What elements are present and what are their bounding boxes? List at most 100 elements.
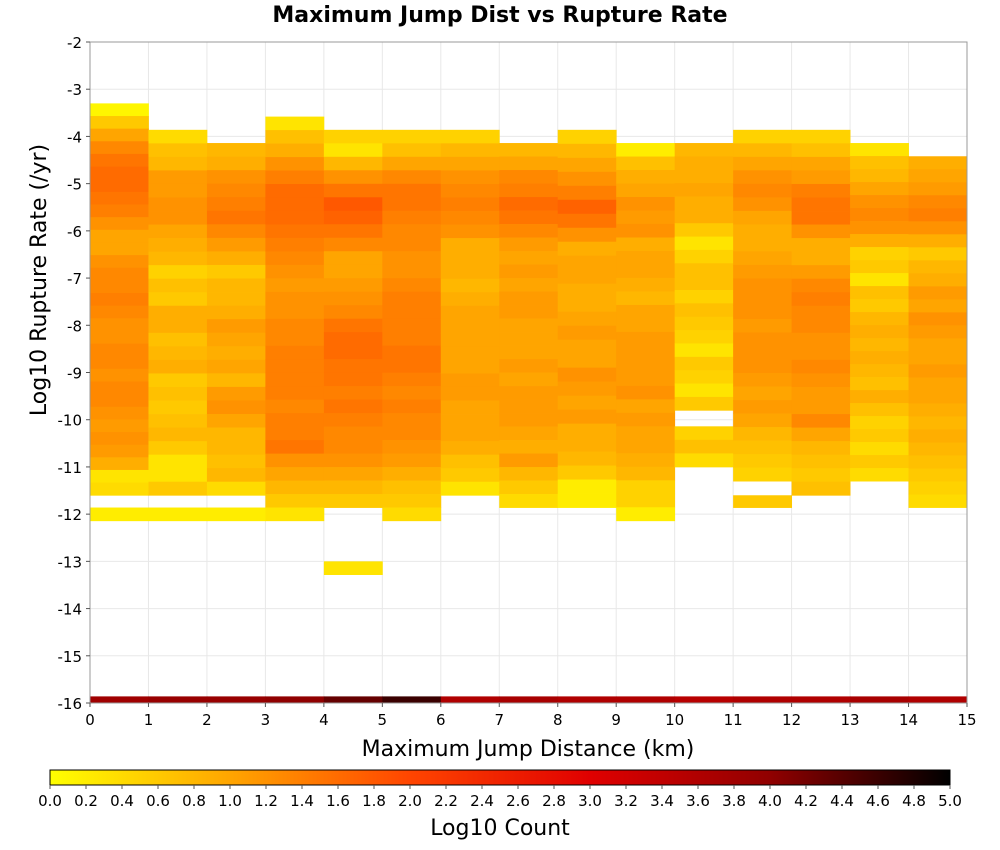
heatmap-cell: [440, 211, 500, 225]
heatmap-cell: [908, 351, 968, 365]
heatmap-cell: [323, 413, 383, 427]
heatmap-cell: [791, 305, 851, 320]
heatmap-cell: [323, 345, 383, 360]
heatmap-cell: [791, 211, 851, 225]
heatmap-cell: [674, 396, 734, 411]
heatmap-cell: [733, 291, 792, 306]
heatmap-cell: [733, 318, 792, 333]
heatmap-cell: [265, 494, 325, 508]
colorbar-tick-label: 1.0: [218, 792, 242, 810]
heatmap-cell: [148, 441, 208, 456]
heatmap-cell: [674, 249, 734, 264]
heatmap-cell: [674, 290, 734, 304]
heatmap-cell: [148, 211, 208, 225]
heatmap-cell: [908, 273, 968, 287]
heatmap-cell: [791, 265, 851, 280]
heatmap-cell: [850, 143, 909, 157]
heatmap-cell: [850, 247, 909, 261]
heatmap-cell: [791, 292, 851, 307]
heatmap-cell: [616, 372, 676, 387]
colorbar-tick-label: 1.6: [326, 792, 350, 810]
heatmap-cell: [90, 381, 149, 395]
heatmap-cell: [323, 224, 383, 239]
heatmap-cell: [382, 224, 442, 239]
heatmap-cell: [148, 696, 208, 703]
heatmap-cell: [206, 346, 266, 361]
x-tick-label: 7: [494, 711, 504, 729]
heatmap-cell: [616, 237, 676, 252]
heatmap-cell: [674, 276, 734, 291]
heatmap-cell: [616, 399, 676, 414]
heatmap-cell: [148, 170, 208, 185]
heatmap-cell: [674, 156, 734, 171]
heatmap-cell: [499, 251, 559, 265]
colorbar-tick-label: 2.2: [434, 792, 458, 810]
heatmap-cell: [733, 427, 792, 441]
heatmap-cell: [850, 351, 909, 365]
heatmap-cell: [148, 292, 208, 307]
heatmap-cell: [148, 481, 208, 496]
heatmap-cell: [908, 403, 968, 417]
heatmap-cell: [440, 373, 500, 388]
heatmap-cell: [557, 157, 617, 173]
heatmap-cell: [908, 377, 968, 391]
heatmap-cell: [323, 305, 383, 320]
heatmap-cell: [382, 156, 442, 171]
heatmap-cell: [323, 264, 383, 279]
heatmap-cell: [206, 237, 266, 252]
x-tick-label: 3: [261, 711, 271, 729]
heatmap-cell: [206, 170, 266, 185]
y-axis-ticks: -2 -3 -4 -5 -6 -7 -8 -9 -10 -11 -12 -13 -14 -15 -16: [58, 34, 90, 713]
heatmap-cell: [382, 197, 442, 212]
heatmap-cell: [616, 318, 676, 333]
heatmap-cell: [499, 386, 559, 400]
y-tick-label: -15: [58, 648, 83, 666]
heatmap-cell: [323, 318, 383, 333]
heatmap-cell: [616, 156, 676, 171]
x-tick-label: 15: [957, 711, 976, 729]
heatmap-cell: [908, 364, 968, 378]
heatmap-cell: [850, 312, 909, 326]
heatmap-cell: [90, 444, 149, 458]
heatmap-cell: [90, 507, 149, 522]
heatmap-cell: [265, 399, 325, 414]
heatmap-cell: [850, 156, 909, 170]
heatmap-cell: [265, 210, 325, 225]
heatmap-cell: [206, 696, 266, 703]
heatmap-cell: [206, 319, 266, 334]
heatmap-cell: [733, 264, 792, 279]
heatmap-cell: [206, 156, 266, 171]
heatmap-cell: [674, 453, 734, 468]
heatmap-cell: [323, 426, 383, 441]
heatmap-cell: [616, 250, 676, 265]
heatmap-cell: [323, 251, 383, 266]
heatmap-cell: [90, 330, 149, 344]
colorbar-tick-label: 3.2: [614, 792, 638, 810]
colorbar: [49, 769, 951, 786]
heatmap-cell: [265, 467, 325, 481]
heatmap-cell: [733, 345, 792, 360]
heatmap-cell: [733, 170, 792, 185]
heatmap-cell: [265, 453, 325, 468]
heatmap-cell: [265, 143, 325, 158]
heatmap-cell: [206, 386, 266, 401]
heatmap-cell: [382, 237, 442, 252]
heatmap-cell: [265, 291, 325, 306]
colorbar-tick-label: 0.6: [146, 792, 170, 810]
colorbar-label: Log10 Count: [430, 816, 570, 841]
heatmap-cell: [206, 183, 266, 198]
heatmap-cell: [265, 507, 325, 522]
heatmap-cell: [323, 399, 383, 414]
heatmap-cell: [382, 129, 442, 144]
heatmap-cell: [616, 412, 676, 427]
heatmap-cell: [148, 359, 208, 374]
heatmap-cell: [557, 437, 617, 452]
heatmap-cell: [382, 251, 442, 266]
heatmap-cell: [616, 345, 676, 360]
heatmap-cell: [908, 696, 968, 703]
heatmap-cell: [265, 696, 325, 703]
heatmap-cell: [850, 286, 909, 300]
heatmap-cell: [440, 265, 500, 280]
heatmap-cell: [733, 237, 792, 252]
heatmap-cell: [674, 183, 734, 197]
